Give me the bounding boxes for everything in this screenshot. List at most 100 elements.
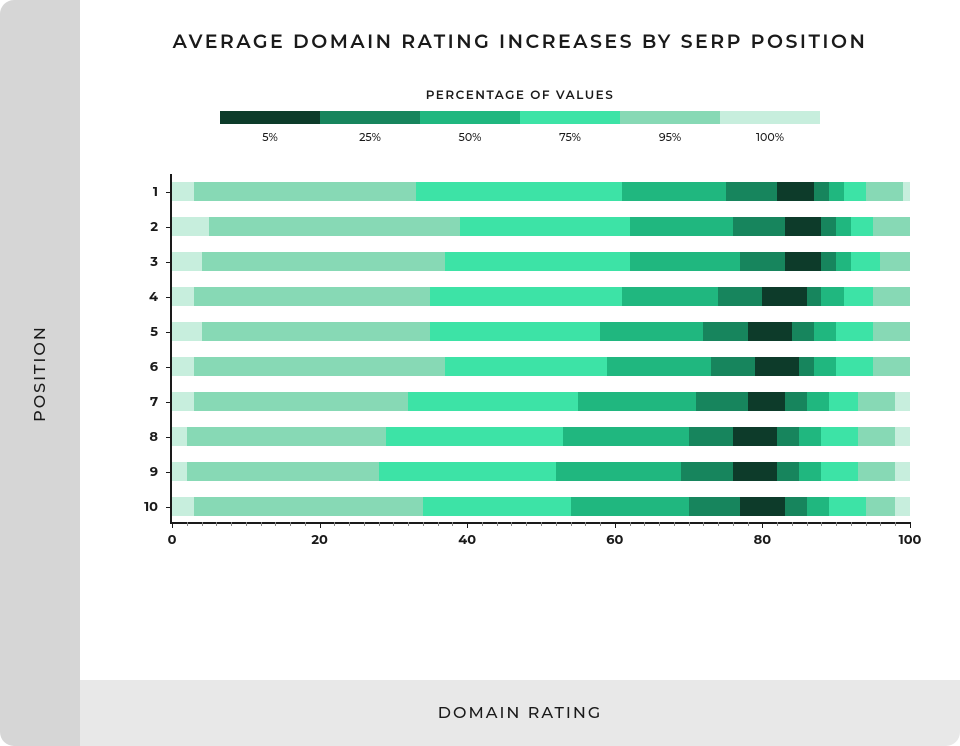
bar-segment-p5 — [785, 217, 822, 236]
bar-segment-p5 — [755, 357, 799, 376]
x-tick-minor — [216, 522, 217, 526]
bar-segment-p5 — [733, 462, 777, 481]
legend-swatch — [320, 111, 420, 124]
chart-row: 1 — [172, 174, 910, 209]
legend-item: 5% — [220, 111, 320, 144]
chart-row: 5 — [172, 314, 910, 349]
bar-segment-p5 — [748, 392, 785, 411]
x-tick-minor — [674, 522, 675, 526]
row-label: 5 — [150, 324, 158, 340]
x-tick-minor — [438, 522, 439, 526]
bar-segment-p5 — [740, 497, 784, 516]
legend: 5% 25% 50% 75% 95% 100% — [120, 111, 920, 144]
x-tick-minor — [452, 522, 453, 526]
row-label: 7 — [150, 394, 158, 410]
chart-row: 2 — [172, 209, 910, 244]
legend-item: 100% — [720, 111, 820, 144]
x-tick-minor — [866, 522, 867, 526]
bar-segment-p5 — [748, 322, 792, 341]
x-tick-label: 40 — [458, 532, 476, 548]
chart-title: AVERAGE DOMAIN RATING INCREASES BY SERP … — [120, 30, 920, 53]
x-axis-label: DOMAIN RATING — [438, 704, 602, 723]
chart-row: 4 — [172, 279, 910, 314]
chart-row: 9 — [172, 454, 910, 489]
x-tick-minor — [364, 522, 365, 526]
bar-segment-p5 — [733, 427, 777, 446]
page: POSITION AVERAGE DOMAIN RATING INCREASES… — [0, 0, 960, 746]
chart-row: 7 — [172, 384, 910, 419]
x-tick-label: 0 — [168, 532, 177, 548]
legend-label: 5% — [262, 130, 277, 144]
legend-label: 25% — [359, 130, 381, 144]
x-tick-minor — [659, 522, 660, 526]
chart-row: 3 — [172, 244, 910, 279]
x-tick-minor — [511, 522, 512, 526]
x-tick-label: 100 — [899, 532, 922, 548]
x-tick — [467, 522, 468, 528]
x-tick-minor — [718, 522, 719, 526]
x-tick-minor — [851, 522, 852, 526]
x-tick-minor — [689, 522, 690, 526]
x-tick-label: 60 — [606, 532, 623, 548]
x-tick-minor — [748, 522, 749, 526]
x-tick-minor — [526, 522, 527, 526]
x-tick-label: 80 — [754, 532, 771, 548]
chart-row: 10 — [172, 489, 910, 524]
bar-segment-p5 — [762, 287, 806, 306]
bar-segment-p5 — [777, 182, 814, 201]
x-tick — [762, 522, 763, 528]
legend-swatch — [720, 111, 820, 124]
x-tick-minor — [423, 522, 424, 526]
x-tick — [910, 522, 911, 528]
legend-label: 95% — [659, 130, 681, 144]
x-tick-minor — [408, 522, 409, 526]
row-label: 4 — [149, 289, 158, 305]
x-tick-minor — [733, 522, 734, 526]
x-tick — [172, 522, 173, 528]
x-tick — [320, 522, 321, 528]
x-tick-minor — [895, 522, 896, 526]
x-tick-minor — [497, 522, 498, 526]
plot-area: 12345678910020406080100 — [170, 174, 910, 524]
chart-row: 8 — [172, 419, 910, 454]
x-tick-minor — [556, 522, 557, 526]
legend-item: 50% — [420, 111, 520, 144]
x-tick-minor — [379, 522, 380, 526]
x-tick-minor — [202, 522, 203, 526]
legend-title: PERCENTAGE OF VALUES — [120, 88, 920, 103]
chart: 12345678910020406080100 — [120, 174, 920, 554]
x-tick-minor — [231, 522, 232, 526]
legend-label: 100% — [756, 130, 784, 144]
x-tick-minor — [187, 522, 188, 526]
x-tick-minor — [261, 522, 262, 526]
x-tick-minor — [290, 522, 291, 526]
legend-item: 95% — [620, 111, 720, 144]
x-tick-minor — [571, 522, 572, 526]
legend-swatch — [420, 111, 520, 124]
x-tick-minor — [792, 522, 793, 526]
row-label: 1 — [153, 184, 158, 200]
row-label: 6 — [150, 359, 158, 375]
row-label: 3 — [150, 254, 158, 270]
x-tick-minor — [275, 522, 276, 526]
x-tick — [615, 522, 616, 528]
x-tick-minor — [482, 522, 483, 526]
row-label: 2 — [150, 219, 158, 235]
legend-item: 75% — [520, 111, 620, 144]
row-label: 9 — [150, 464, 158, 480]
row-label: 10 — [144, 499, 158, 515]
chart-wrap: 12345678910020406080100 — [120, 174, 920, 554]
x-tick-minor — [821, 522, 822, 526]
legend-swatch — [620, 111, 720, 124]
x-tick-minor — [630, 522, 631, 526]
legend-swatch — [220, 111, 320, 124]
x-tick-label: 20 — [311, 532, 328, 548]
x-tick-minor — [349, 522, 350, 526]
x-tick-minor — [585, 522, 586, 526]
x-tick-minor — [836, 522, 837, 526]
x-tick-minor — [246, 522, 247, 526]
x-tick-minor — [541, 522, 542, 526]
legend-label: 75% — [559, 130, 581, 144]
chart-row: 6 — [172, 349, 910, 384]
bar-segment-p5 — [785, 252, 822, 271]
